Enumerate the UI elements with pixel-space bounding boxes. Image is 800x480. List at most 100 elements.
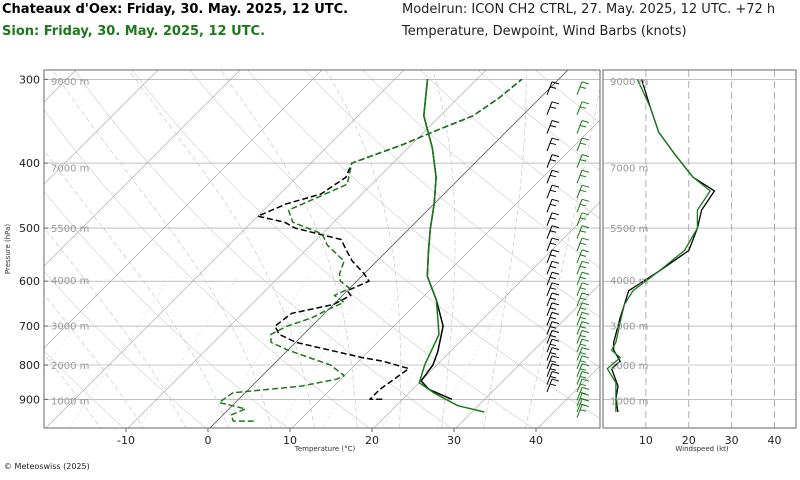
dry-adiabat-line xyxy=(637,59,800,444)
wind-barb-primary xyxy=(546,101,560,116)
moist-adiabat-line xyxy=(483,70,527,428)
altitude-label: 3000 m xyxy=(51,321,89,332)
wind-barb-secondary xyxy=(576,225,590,239)
wind-barb-secondary xyxy=(576,260,590,275)
wind-barb-primary xyxy=(546,338,560,353)
dry-adiabat-line xyxy=(592,70,600,77)
moist-adiabat-line xyxy=(44,227,187,428)
wind-barb-secondary xyxy=(576,101,590,116)
wind-barb-secondary xyxy=(576,198,590,213)
wind-barb-primary xyxy=(546,363,560,377)
temperature-tick-label: 10 xyxy=(283,434,297,447)
wind-barb-secondary xyxy=(576,371,590,385)
wind-profile-frame xyxy=(602,69,797,429)
variables-label: Temperature, Dewpoint, Wind Barbs (knots… xyxy=(402,24,687,39)
wind-altitude-label: 5500 m xyxy=(610,224,648,235)
isotherm-line xyxy=(209,70,569,428)
wind-barb-primary xyxy=(546,237,560,252)
dry-adiabat-line xyxy=(304,70,600,318)
wind-barb-secondary xyxy=(576,237,590,252)
wind-barb-secondary xyxy=(576,363,590,377)
dry-adiabat-line xyxy=(751,59,800,444)
wind-barb-secondary xyxy=(576,321,590,335)
dry-adiabat-line xyxy=(74,70,452,428)
moist-adiabat-line xyxy=(44,293,144,428)
wind-barb-primary xyxy=(546,184,560,199)
pressure-tick-label: 400 xyxy=(19,157,40,170)
windspeed-tick-label: 30 xyxy=(725,434,739,447)
wind-barb-secondary xyxy=(576,347,590,361)
isotherm-line xyxy=(291,119,600,428)
wind-barb-secondary xyxy=(576,137,590,152)
wind-barb-primary xyxy=(546,311,560,326)
pressure-tick-label: 300 xyxy=(19,73,40,86)
wind-barb-secondary xyxy=(576,271,590,286)
wind-barb-primary xyxy=(546,212,560,226)
mixing-ratio-line xyxy=(382,276,468,428)
wind-barb-primary xyxy=(546,330,560,344)
wind-barb-primary xyxy=(546,198,560,213)
wind-barb-primary xyxy=(546,225,560,239)
temperature-line-primary xyxy=(420,79,453,400)
wind-barb-primary xyxy=(546,282,560,296)
mixing-ratio-line xyxy=(138,276,238,428)
dewpoint-line-secondary xyxy=(218,78,523,422)
wind-barb-secondary xyxy=(576,302,590,317)
wind-barb-secondary xyxy=(576,330,590,344)
skew-t-grid xyxy=(44,59,800,444)
wind-barb-secondary xyxy=(576,292,590,307)
moist-adiabat-line xyxy=(525,85,600,428)
wind-barb-primary xyxy=(546,81,560,96)
station-primary-title: Chateaux d'Oex: Friday, 30. May. 2025, 1… xyxy=(2,2,349,17)
wind-barb-primary xyxy=(546,371,560,385)
pressure-tick-label: 900 xyxy=(19,393,40,406)
copyright-label: © Meteoswiss (2025) xyxy=(4,462,90,471)
dry-adiabat-line xyxy=(246,70,600,368)
wind-barb-primary xyxy=(546,347,560,361)
moist-adiabat-line xyxy=(432,70,456,428)
wind-altitude-label: 4000 m xyxy=(610,276,648,287)
wind-barb-secondary xyxy=(576,311,590,326)
altitude-label: 5500 m xyxy=(51,224,89,235)
altitude-label: 9000 m xyxy=(51,77,89,88)
moist-adiabat-line xyxy=(219,70,358,428)
wind-barb-primary xyxy=(546,292,560,307)
wind-barb-secondary xyxy=(576,378,590,393)
isotherm-line xyxy=(455,283,600,428)
temperature-tick-label: 0 xyxy=(205,434,212,447)
wind-barb-secondary xyxy=(576,184,590,199)
temperature-tick-label: 40 xyxy=(529,434,543,447)
wind-barb-secondary xyxy=(576,154,590,168)
dry-adiabat-line xyxy=(44,190,288,428)
wind-profile-lines xyxy=(606,79,716,413)
dry-adiabat-line xyxy=(44,350,125,428)
dry-adiabat-line xyxy=(419,70,600,220)
model-run-label: Modelrun: ICON CH2 CTRL, 27. May. 2025, … xyxy=(402,2,776,17)
wind-profile-grid xyxy=(603,70,796,428)
isotherm-line xyxy=(45,70,405,428)
mixing-ratio-line xyxy=(213,276,309,428)
mixing-ratio-line xyxy=(435,276,518,428)
altitude-label: 2000 m xyxy=(51,361,89,372)
wind-barb-primary xyxy=(546,260,560,275)
windspeed-tick-label: 40 xyxy=(768,434,782,447)
windspeed-tick-label: 20 xyxy=(682,434,696,447)
wind-barb-secondary xyxy=(576,282,590,296)
wind-barbs xyxy=(546,81,590,418)
isotherm-line xyxy=(44,70,159,185)
dry-adiabat-line xyxy=(694,59,800,444)
mixing-ratio-line xyxy=(322,276,411,428)
dry-adiabat-line xyxy=(362,70,600,268)
wind-altitude-label: 9000 m xyxy=(610,77,648,88)
temperature-tick-label: 20 xyxy=(365,434,379,447)
wind-barb-primary xyxy=(546,321,560,335)
windspeed-axis-label: Windspeed (kt) xyxy=(675,445,728,453)
dry-adiabat-line xyxy=(131,70,534,428)
wind-barb-primary xyxy=(546,120,560,134)
windspeed-tick-label: 10 xyxy=(639,434,653,447)
altitude-label: 4000 m xyxy=(51,276,89,287)
wind-barb-primary xyxy=(546,154,560,168)
isotherm-line xyxy=(127,70,487,428)
isotherm-line xyxy=(44,70,323,349)
